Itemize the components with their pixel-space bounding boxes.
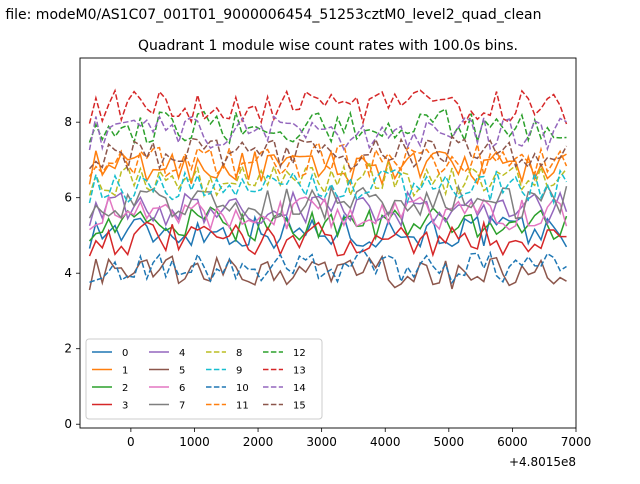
series-line-15 bbox=[88, 135, 568, 172]
series-line-14 bbox=[88, 114, 567, 152]
series-line-7 bbox=[88, 184, 568, 222]
legend-label-12: 12 bbox=[293, 348, 306, 359]
series-line-3 bbox=[88, 219, 567, 258]
legend-label-6: 6 bbox=[179, 383, 185, 394]
axes-frame bbox=[79, 57, 577, 429]
legend-label-4: 4 bbox=[179, 348, 185, 359]
x-tick-label: 1000 bbox=[179, 435, 210, 449]
legend-label-3: 3 bbox=[122, 401, 128, 412]
series-line-12 bbox=[88, 107, 567, 145]
legend-label-10: 10 bbox=[236, 383, 249, 394]
x-tick-label: 5000 bbox=[434, 435, 465, 449]
x-tick-label: 0 bbox=[127, 435, 135, 449]
legend-label-0: 0 bbox=[122, 348, 128, 359]
y-tick-label: 6 bbox=[64, 191, 72, 205]
series-line-1 bbox=[88, 149, 567, 187]
x-tick-label: 6000 bbox=[497, 435, 528, 449]
series-line-9 bbox=[88, 168, 568, 206]
legend-label-13: 13 bbox=[293, 366, 306, 377]
series-line-0 bbox=[88, 213, 568, 250]
series-line-13 bbox=[88, 88, 568, 126]
series-line-11 bbox=[88, 141, 568, 179]
x-tick-label: 2000 bbox=[243, 435, 274, 449]
legend-label-8: 8 bbox=[236, 348, 242, 359]
x-tick-label: 7000 bbox=[561, 435, 592, 449]
legend-label-7: 7 bbox=[179, 401, 185, 412]
y-tick-label: 0 bbox=[64, 417, 72, 431]
series-line-10 bbox=[89, 248, 567, 285]
legend-label-15: 15 bbox=[293, 401, 306, 412]
plot-area bbox=[88, 88, 568, 291]
y-tick-label: 4 bbox=[64, 266, 72, 280]
chart-title: Quadrant 1 module wise count rates with … bbox=[138, 38, 518, 54]
x-tick-label: 4000 bbox=[370, 435, 401, 449]
y-tick-label: 2 bbox=[64, 342, 72, 356]
x-axis-offset-label: +4.8015e8 bbox=[509, 455, 576, 469]
legend-label-2: 2 bbox=[122, 383, 128, 394]
x-tick-label: 3000 bbox=[306, 435, 337, 449]
x-axis: 0 1000 2000 3000 4000 5000 6000 7000 bbox=[127, 428, 591, 449]
legend-label-11: 11 bbox=[236, 401, 249, 412]
legend-box bbox=[85, 338, 323, 420]
y-axis: 0 2 4 6 8 bbox=[64, 115, 80, 431]
series-line-2 bbox=[88, 206, 568, 243]
legend-label-1: 1 bbox=[122, 366, 128, 377]
y-tick-label: 8 bbox=[64, 115, 72, 129]
chart-suptitle: n file: modeM0/AS1C07_001T01_9000006454_… bbox=[0, 7, 541, 23]
legend-label-5: 5 bbox=[179, 366, 185, 377]
legend-label-14: 14 bbox=[293, 383, 306, 394]
legend-label-9: 9 bbox=[236, 366, 242, 377]
